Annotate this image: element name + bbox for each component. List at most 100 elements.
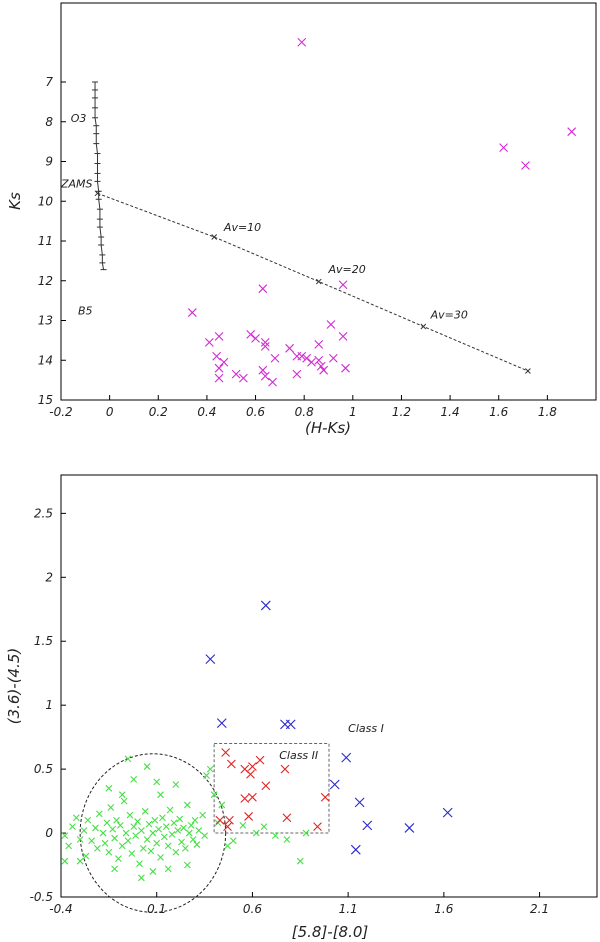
source-point: [314, 355, 324, 365]
class-iii-point: [113, 816, 120, 824]
class-iii-point: [164, 842, 172, 850]
class-iii-point: [118, 842, 126, 850]
class-iii-point: [193, 841, 201, 848]
source-point-stroke-b: [214, 332, 224, 341]
cmd-plot-frame: [60, 2, 597, 401]
class-i-point: [216, 718, 227, 728]
class-ii-point: [215, 815, 225, 825]
class-iii-point-stroke-b: [174, 827, 182, 834]
source-point-stroke-b: [328, 353, 338, 363]
reddening-vector-marker-stroke-b: [525, 368, 531, 374]
class-iii-point-stroke-b: [103, 819, 111, 827]
source-point: [238, 373, 248, 383]
class-iii-point: [210, 791, 218, 799]
source-point-stroke-b: [260, 371, 270, 381]
source-point: [521, 161, 530, 170]
source-point: [204, 337, 214, 347]
class-ii-point: [280, 764, 290, 774]
class-iii-point-stroke-b: [107, 804, 115, 811]
class-ii-point: [313, 822, 322, 832]
class-ii-point: [226, 759, 236, 769]
class-iii-point-stroke-b: [138, 827, 145, 834]
cmd-annotation: ZAMS: [60, 177, 93, 190]
ccd-x-tick-label: 2.1: [530, 902, 549, 916]
class-iii-point-stroke-b: [145, 820, 153, 828]
class-ii-point-stroke-b: [313, 822, 322, 832]
source-point: [231, 369, 241, 379]
ccd-chart: -0.4 0.1 0.6 1.1 1.6 2.1 -0.5 0 0.5 1 1.5 2 2.5 Class…: [5, 474, 598, 941]
class-iii-point-stroke-b: [88, 837, 96, 845]
class-iii-point-stroke-b: [124, 837, 132, 845]
class-ii-point: [240, 794, 250, 803]
cmd-x-axis-label: (H-Ks): [305, 419, 351, 437]
source-point: [212, 351, 222, 361]
source-point: [260, 371, 270, 381]
class-i-point: [285, 719, 296, 730]
class-iii-point: [157, 853, 164, 861]
class-iii-point: [182, 845, 189, 852]
class-iii-point: [76, 836, 84, 843]
cmd-y-tick-label: 13: [38, 314, 53, 328]
class-iii-point-stroke-b: [272, 832, 279, 840]
class-iii-point: [302, 829, 310, 837]
class-iii-point: [61, 857, 69, 865]
class-iii-point: [82, 852, 90, 860]
class-iii-point: [118, 791, 126, 799]
source-point-stroke-b: [297, 37, 307, 47]
class-iii-point: [201, 832, 208, 840]
class-iii-point: [155, 825, 163, 833]
class-iii-point: [160, 833, 168, 841]
class-iii-point-stroke-b: [118, 842, 126, 850]
class-iii-point-stroke-b: [147, 847, 155, 855]
class-iii-point-stroke-b: [157, 791, 164, 799]
source-point: [268, 377, 277, 387]
cmd-annotation: Av=30: [430, 309, 468, 322]
class-iii-point-stroke-b: [118, 791, 126, 799]
class-ii-point: [261, 781, 271, 791]
source-point: [292, 369, 302, 379]
source-point-stroke-b: [268, 377, 277, 387]
class-iii-point: [126, 811, 134, 819]
cmd-annotation: B5: [78, 305, 93, 318]
cmd-annotation: O3: [71, 112, 87, 125]
source-point: [326, 320, 336, 329]
source-point-stroke-b: [338, 332, 348, 341]
class-ii-point-stroke-b: [225, 815, 234, 825]
class-iii-point-stroke-b: [168, 830, 176, 838]
source-point: [319, 365, 329, 375]
source-point-stroke-b: [314, 355, 324, 365]
class-i-point-stroke-b: [216, 718, 227, 728]
class-iii-point: [124, 755, 132, 763]
source-point-stroke-b: [341, 363, 350, 373]
class-iii-point: [183, 861, 191, 869]
source-point-stroke-b: [319, 365, 329, 375]
class-ii-point-stroke-b: [246, 769, 255, 779]
class-iii-point: [145, 820, 153, 828]
source-point-stroke-b: [212, 351, 222, 361]
class-i-point-stroke-b: [260, 600, 271, 611]
class-iii-point: [134, 818, 141, 825]
ccd-x-tick-label: 1.6: [434, 902, 453, 916]
class-ii-point-stroke-b: [244, 812, 253, 821]
class-iii-point: [80, 827, 88, 834]
class-iii-point-stroke-b: [95, 810, 103, 818]
class-iii-point-stroke-b: [199, 811, 207, 819]
class-iii-point-stroke-b: [111, 834, 118, 842]
class-iii-point: [130, 775, 138, 783]
class-ii-point: [320, 792, 330, 802]
class-iii-point-stroke-b: [105, 848, 113, 856]
class-iii-point-stroke-b: [164, 865, 172, 873]
class-iii-point-stroke-b: [159, 814, 166, 822]
reddening-vector-marker: [94, 190, 101, 197]
class-iii-point-stroke-b: [302, 829, 310, 837]
ccd-plot-frame: [60, 474, 598, 898]
source-point: [258, 284, 268, 294]
class-i-point-stroke-b: [350, 844, 361, 855]
class-iii-point-stroke-b: [239, 821, 247, 829]
class-iii-point: [149, 829, 157, 837]
cmd-x-tick-label: 0: [106, 405, 114, 419]
class-iii-point-stroke-b: [76, 836, 84, 843]
class-iii-point: [172, 848, 180, 856]
class-ii-point-stroke-b: [223, 822, 232, 832]
ccd-x-tick-label: 0.1: [147, 902, 166, 916]
